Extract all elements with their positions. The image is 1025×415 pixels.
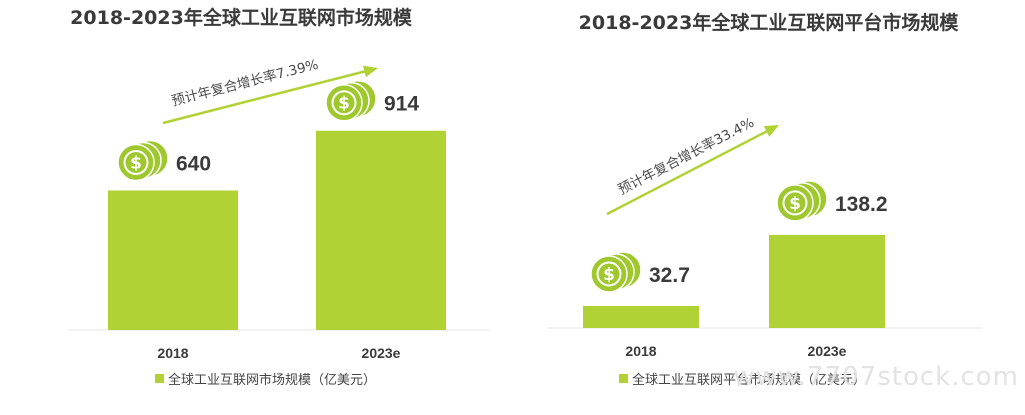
x-tick-label: 2018 (625, 343, 656, 359)
bar (108, 190, 238, 330)
legend-swatch (619, 374, 628, 383)
bar (769, 234, 885, 328)
data-label: 32.7 (649, 264, 690, 287)
svg-text:$: $ (603, 265, 615, 285)
data-label: 914 (384, 93, 419, 116)
legend: 全球工业互联网市场规模（亿美元） (155, 369, 376, 388)
growth-arrow (162, 69, 369, 125)
data-label: 640 (176, 152, 211, 175)
legend-swatch (155, 374, 164, 383)
growth-arrow-head (362, 65, 378, 78)
data-label: 138.2 (835, 193, 888, 216)
x-tick-label: 2023e (362, 345, 401, 361)
x-tick-label: 2018 (157, 345, 188, 361)
watermark: www.7707stock.com (733, 362, 1019, 392)
chart-title: 2018-2023年全球工业互联网平台市场规模 (578, 12, 959, 34)
growth-arrow (606, 128, 771, 216)
legend-label: 全球工业互联网市场规模（亿美元） (168, 373, 377, 388)
svg-text:$: $ (338, 94, 350, 114)
dollar-coin-icon: $ (325, 79, 377, 122)
dollar-coin-icon: $ (590, 251, 642, 293)
growth-arrow-head (763, 125, 779, 137)
legend-label: 全球工业互联网平台市场规模（亿美元） (632, 373, 867, 388)
bar-chart-platform: 2018 $ 32.7 2023e $ 138.2 预计年复合增长率33.4% (548, 114, 982, 359)
svg-text:$: $ (130, 153, 142, 173)
dollar-coin-icon: $ (117, 139, 169, 182)
dollar-coin-icon: $ (776, 180, 828, 222)
growth-annotation: 预计年复合增长率33.4% (615, 114, 757, 199)
bar (583, 305, 699, 328)
chart-title: 2018-2023年全球工业互联网市场规模 (70, 7, 412, 29)
x-tick-label: 2023e (808, 343, 847, 359)
bar (316, 130, 446, 330)
legend: 全球工业互联网平台市场规模（亿美元） (619, 369, 866, 388)
chart-panel-platform: 2018-2023年全球工业互联网平台市场规模 2018 $32.7 2023e $1… (512, 0, 1025, 415)
chart-panel-market: 2018-2023年全球工业互联网市场规模 2018 $640 2023e $914 预… (0, 0, 512, 415)
svg-text:$: $ (789, 194, 801, 214)
